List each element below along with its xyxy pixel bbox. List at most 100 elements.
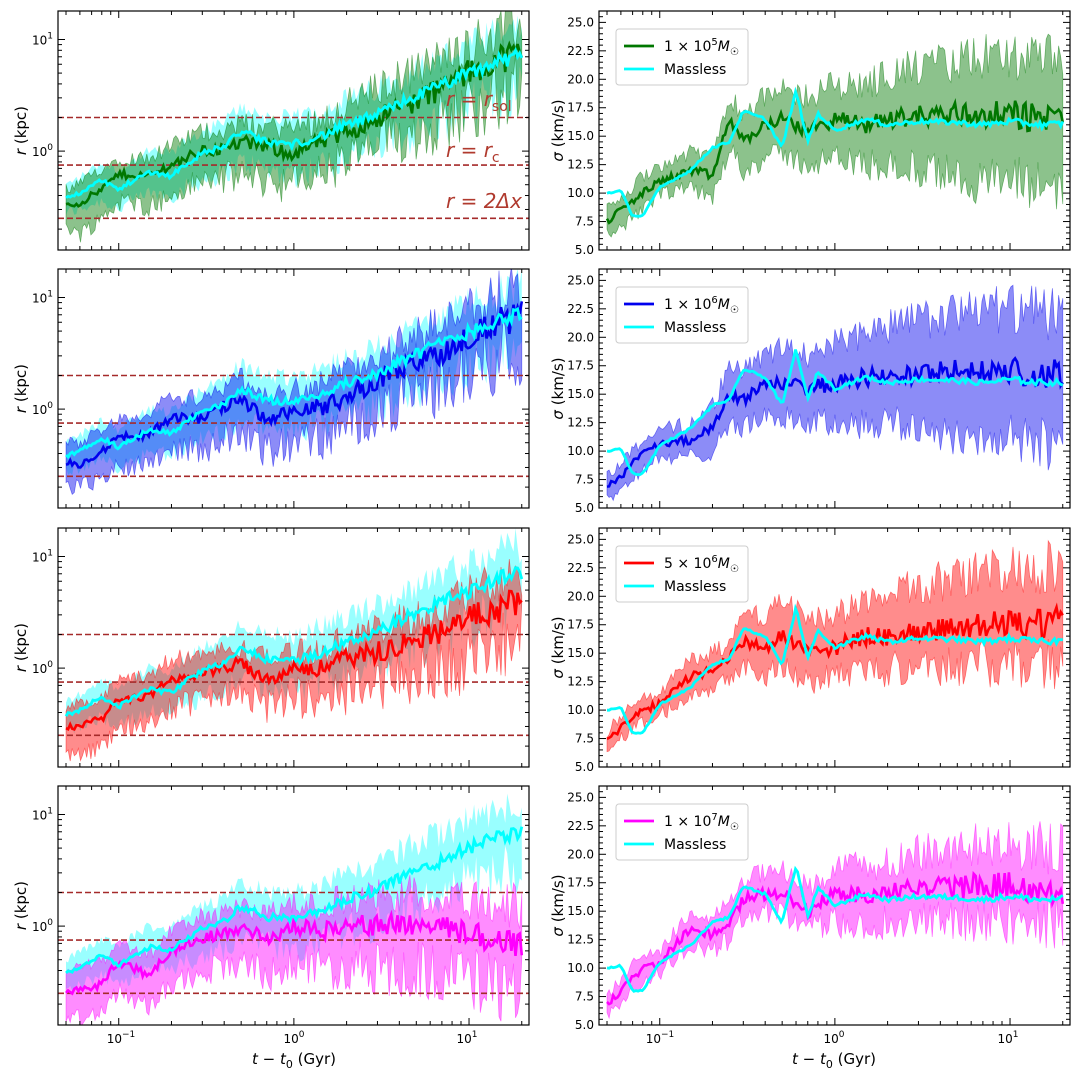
y-tick-label: 5.0 bbox=[575, 1018, 594, 1032]
y-tick-label: 17.5 bbox=[567, 101, 594, 115]
series-line-massive bbox=[65, 301, 524, 469]
y-tick-label: 100 bbox=[32, 660, 53, 676]
y-tick-label: 100 bbox=[32, 143, 53, 159]
y-axis-label: σ (km/s) bbox=[549, 616, 567, 678]
legend-box bbox=[615, 286, 749, 344]
plot-area bbox=[58, 11, 529, 243]
series-line-massless bbox=[65, 826, 524, 974]
y-tick-label: 22.5 bbox=[567, 302, 594, 316]
legend-label-massless: Massless bbox=[664, 62, 726, 78]
y-tick-label: 100 bbox=[32, 918, 53, 934]
panel-r-row-0: 100 101 r (kpc) bbox=[12, 10, 530, 251]
series-line-massless bbox=[65, 306, 523, 460]
legend: 1 × 106M☉ Massless bbox=[615, 286, 749, 344]
y-tick-label: 12.5 bbox=[567, 158, 594, 172]
y-tick-label: 20.0 bbox=[567, 589, 594, 603]
legend-label-massive: 1 × 107M☉ bbox=[664, 812, 739, 833]
y-tick-label: 25.0 bbox=[567, 15, 594, 29]
series-line-massless bbox=[606, 86, 1065, 218]
x-axis-label-right: t − t0 (Gyr) bbox=[792, 1050, 876, 1071]
plot-area bbox=[58, 793, 529, 1025]
plot-area bbox=[58, 269, 529, 496]
plot-area bbox=[606, 821, 1065, 1020]
y-tick-label: 15.0 bbox=[567, 904, 594, 918]
y-tick-label: 7.5 bbox=[575, 990, 594, 1004]
legend-label-massive: 1 × 106M☉ bbox=[664, 295, 739, 316]
plot-area bbox=[606, 284, 1064, 502]
panel-r-row-2: 100 101 r (kpc) bbox=[12, 527, 530, 768]
panel-sigma-row-0: 5.0 7.5 10.0 12.5 15.0 17.5 20.0 22.5 25.0 σ (km/… bbox=[549, 10, 1071, 257]
y-tick-label: 12.5 bbox=[567, 933, 594, 947]
y-axis-label: σ (km/s) bbox=[549, 99, 567, 161]
y-tick-label: 17.5 bbox=[567, 618, 594, 632]
y-tick-label: 101 bbox=[32, 289, 53, 305]
plot-area bbox=[605, 33, 1065, 238]
y-tick-label: 22.5 bbox=[567, 44, 594, 58]
y-tick-label: 20.0 bbox=[567, 847, 594, 861]
series-line-massless bbox=[607, 603, 1063, 735]
y-tick-label: 10.0 bbox=[567, 444, 594, 458]
y-tick-label: 7.5 bbox=[575, 473, 594, 487]
band-massive bbox=[65, 269, 523, 496]
legend: 1 × 105M☉ Massless bbox=[615, 28, 749, 86]
y-tick-label: 22.5 bbox=[567, 561, 594, 575]
y-axis-label: σ (km/s) bbox=[549, 874, 567, 936]
y-tick-label: 25.0 bbox=[567, 790, 594, 804]
legend: 1 × 107M☉ Massless bbox=[615, 803, 749, 861]
ref-label-rsol: r = rsol bbox=[446, 87, 512, 115]
plot-area bbox=[606, 539, 1064, 753]
legend-label-massless: Massless bbox=[664, 320, 726, 336]
series-line-massless bbox=[606, 865, 1064, 993]
y-tick-label: 101 bbox=[32, 548, 53, 564]
y-axis-label: r (kpc) bbox=[12, 623, 30, 672]
y-axis-label: r (kpc) bbox=[12, 881, 30, 930]
y-tick-label: 12.5 bbox=[567, 675, 594, 689]
y-tick-label: 10.0 bbox=[567, 186, 594, 200]
series-line-massless bbox=[64, 566, 524, 717]
ref-label-rc: r = rc bbox=[446, 138, 500, 166]
y-tick-label: 100 bbox=[32, 401, 53, 417]
panel-sigma-row-3: 5.0 7.5 10.0 12.5 15.0 17.5 20.0 22.5 25.0 σ (km/… bbox=[549, 785, 1071, 1032]
series-line-massless bbox=[606, 349, 1064, 477]
x-tick-label: 101 bbox=[997, 1030, 1018, 1046]
x-tick-label: 101 bbox=[456, 1030, 477, 1046]
y-tick-label: 25.0 bbox=[567, 532, 594, 546]
y-tick-label: 25.0 bbox=[567, 273, 594, 287]
band-massive bbox=[606, 284, 1064, 502]
band-massive bbox=[606, 821, 1064, 1020]
y-tick-label: 17.5 bbox=[567, 359, 594, 373]
y-tick-label: 101 bbox=[32, 31, 53, 47]
y-tick-label: 12.5 bbox=[567, 416, 594, 430]
band-massive bbox=[606, 33, 1064, 238]
panel-r-row-1: 100 101 r (kpc) bbox=[12, 268, 530, 509]
y-tick-label: 17.5 bbox=[567, 876, 594, 890]
legend-box bbox=[615, 545, 749, 603]
y-axis-label: r (kpc) bbox=[12, 364, 30, 413]
x-tick-label: 100 bbox=[283, 1030, 304, 1046]
legend-label-massive: 1 × 105M☉ bbox=[664, 37, 739, 58]
y-tick-label: 5.0 bbox=[575, 243, 594, 257]
x-tick-label: 10−1 bbox=[107, 1030, 136, 1046]
y-tick-label: 20.0 bbox=[567, 330, 594, 344]
legend-label-massless: Massless bbox=[664, 837, 726, 853]
x-tick-label: 10−1 bbox=[646, 1030, 675, 1046]
ref-label-2dx: r = 2Δx bbox=[446, 189, 522, 213]
legend-label-massive: 5 × 106M☉ bbox=[664, 554, 739, 575]
band-massive bbox=[65, 11, 523, 243]
y-tick-label: 101 bbox=[32, 806, 53, 822]
panel-sigma-row-2: 5.0 7.5 10.0 12.5 15.0 17.5 20.0 22.5 25.0 σ (km/… bbox=[549, 527, 1071, 774]
y-axis-label: σ (km/s) bbox=[549, 357, 567, 419]
y-tick-label: 20.0 bbox=[567, 72, 594, 86]
y-tick-label: 15.0 bbox=[567, 387, 594, 401]
y-tick-label: 10.0 bbox=[567, 703, 594, 717]
legend: 5 × 106M☉ Massless bbox=[615, 545, 749, 603]
y-tick-label: 7.5 bbox=[575, 215, 594, 229]
band-massive bbox=[65, 875, 523, 1025]
series-line-massive bbox=[65, 589, 523, 731]
y-tick-label: 15.0 bbox=[567, 129, 594, 143]
y-tick-label: 15.0 bbox=[567, 646, 594, 660]
series-line-massive bbox=[606, 870, 1065, 1006]
panel-sigma-row-1: 5.0 7.5 10.0 12.5 15.0 17.5 20.0 22.5 25.0 σ (km/… bbox=[549, 268, 1071, 515]
